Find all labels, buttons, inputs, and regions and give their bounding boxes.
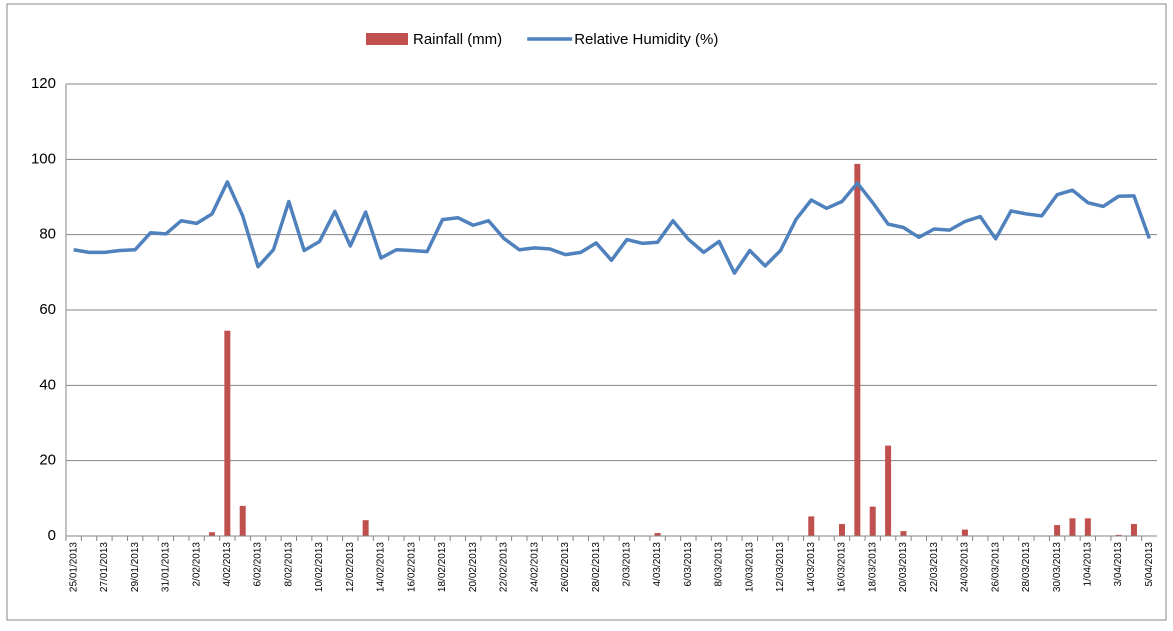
x-tick-label: 5/04/2013 (1144, 542, 1155, 587)
x-tick-label: 25/01/2013 (68, 542, 79, 592)
x-tick-label: 22/02/2013 (499, 542, 510, 592)
x-tick-label: 16/03/2013 (837, 542, 848, 592)
x-tick-label: 2/03/2013 (622, 542, 633, 587)
x-tick-label: 12/03/2013 (775, 542, 786, 592)
y-tick-label: 120 (31, 75, 56, 92)
legend-label: Relative Humidity (%) (574, 31, 718, 48)
bar (961, 529, 968, 536)
x-tick-label: 4/03/2013 (652, 542, 663, 587)
y-tick-label: 80 (39, 226, 56, 243)
bar (838, 523, 845, 536)
y-tick-label: 0 (48, 527, 56, 544)
x-tick-label: 14/03/2013 (806, 542, 817, 592)
x-tick-label: 2/02/2013 (191, 542, 202, 587)
legend-swatch (366, 33, 408, 45)
x-tick-label: 10/02/2013 (314, 542, 325, 592)
x-tick-label: 26/03/2013 (990, 542, 1001, 592)
bar (808, 516, 815, 536)
x-tick-label: 28/03/2013 (1021, 542, 1032, 592)
bar (224, 330, 231, 536)
bar (654, 532, 661, 536)
y-tick-label: 20 (39, 452, 56, 469)
bar (239, 505, 246, 536)
x-tick-label: 28/02/2013 (591, 542, 602, 592)
bar (869, 506, 876, 536)
x-tick-label: 20/02/2013 (468, 542, 479, 592)
bar (1069, 518, 1076, 536)
chart-border (6, 3, 1167, 621)
x-tick-label: 30/03/2013 (1052, 542, 1063, 592)
x-tick-label: 12/02/2013 (345, 542, 356, 592)
x-tick-label: 1/04/2013 (1082, 542, 1093, 587)
bar (1054, 525, 1061, 536)
y-tick-label: 40 (39, 376, 56, 393)
bar (208, 532, 215, 536)
x-tick-label: 3/04/2013 (1113, 542, 1124, 587)
x-tick-label: 6/03/2013 (683, 542, 694, 587)
x-tick-label: 8/03/2013 (714, 542, 725, 587)
bar (1115, 534, 1122, 536)
bar (885, 445, 892, 536)
bar (362, 520, 369, 536)
x-tick-label: 10/03/2013 (744, 542, 755, 592)
x-tick-label: 8/02/2013 (283, 542, 294, 587)
bar (900, 531, 907, 536)
x-tick-label: 6/02/2013 (253, 542, 264, 587)
bar (1084, 518, 1091, 536)
y-tick-label: 60 (39, 301, 56, 318)
x-tick-label: 16/02/2013 (406, 542, 417, 592)
x-tick-label: 18/02/2013 (437, 542, 448, 592)
x-tick-label: 31/01/2013 (161, 542, 172, 592)
bar (1130, 523, 1137, 536)
x-tick-label: 14/02/2013 (376, 542, 387, 592)
x-tick-label: 29/01/2013 (130, 542, 141, 592)
y-tick-label: 100 (31, 150, 56, 167)
x-tick-label: 20/03/2013 (898, 542, 909, 592)
x-tick-label: 26/02/2013 (560, 542, 571, 592)
x-tick-label: 18/03/2013 (867, 542, 878, 592)
x-tick-label: 4/02/2013 (222, 542, 233, 587)
x-tick-label: 27/01/2013 (99, 542, 110, 592)
bar (854, 163, 861, 536)
x-tick-label: 24/02/2013 (529, 542, 540, 592)
line (73, 180, 1151, 275)
legend-label: Rainfall (mm) (413, 31, 502, 48)
x-tick-label: 22/03/2013 (929, 542, 940, 592)
x-tick-label: 24/03/2013 (960, 542, 971, 592)
